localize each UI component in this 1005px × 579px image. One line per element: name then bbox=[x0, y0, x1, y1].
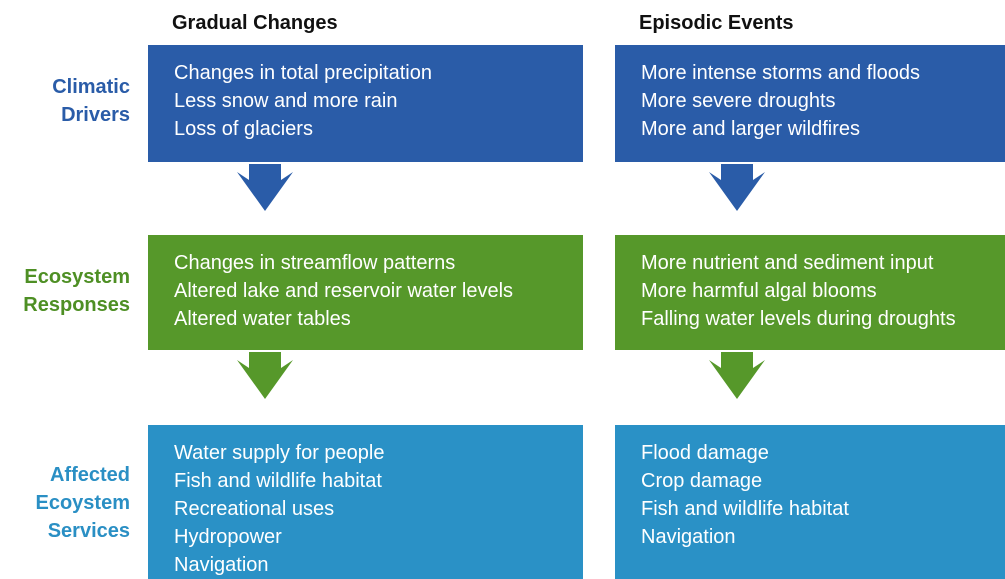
arrow-shape bbox=[709, 352, 765, 399]
row-label: Ecosystem Responses bbox=[23, 263, 130, 319]
box-line: Loss of glaciers bbox=[174, 118, 313, 140]
arrow bbox=[709, 164, 765, 211]
box-line: Hydropower bbox=[174, 526, 282, 548]
box: Flood damage Crop damage Fish and wildlife… bbox=[615, 425, 1005, 579]
box: More intense storms and floods More sever… bbox=[615, 45, 1005, 162]
row-label-line: Drivers bbox=[61, 104, 130, 126]
box-line: More intense storms and floods bbox=[641, 62, 921, 84]
box-line: More harmful algal blooms bbox=[641, 280, 877, 302]
box-line: More severe droughts bbox=[641, 90, 836, 112]
box-line: Changes in streamflow patterns bbox=[174, 252, 456, 274]
box-line: Navigation bbox=[174, 554, 269, 576]
box-line: Falling water levels during droughts bbox=[641, 308, 956, 330]
box: Changes in streamflow patterns Altered la… bbox=[148, 235, 583, 350]
box-line: Water supply for people bbox=[174, 442, 385, 464]
box-line: Crop damage bbox=[641, 470, 763, 492]
row-label-line: Climatic bbox=[52, 76, 130, 98]
row-label-line: Ecosystem bbox=[24, 266, 130, 288]
arrow-shape bbox=[709, 164, 765, 211]
row-label-line: Affected bbox=[49, 464, 130, 486]
box-line: Altered water tables bbox=[174, 308, 351, 330]
box-line: Navigation bbox=[641, 526, 736, 548]
column-header: Gradual Changes bbox=[172, 12, 338, 34]
box-line: Recreational uses bbox=[174, 498, 335, 520]
arrow bbox=[237, 164, 293, 211]
box-line: Fish and wildlife habitat bbox=[174, 470, 382, 492]
row-label: Affected Ecoystem Services bbox=[36, 461, 131, 545]
row-label-line: Services bbox=[47, 520, 130, 542]
box: Changes in total precipitation Less snow … bbox=[148, 45, 583, 162]
box-line: More nutrient and sediment input bbox=[641, 252, 934, 274]
arrow bbox=[709, 352, 765, 399]
row-label: Climatic Drivers bbox=[52, 73, 130, 129]
box-line: Fish and wildlife habitat bbox=[641, 498, 849, 520]
row-label-line: Responses bbox=[23, 294, 130, 316]
box-line: More and larger wildfires bbox=[641, 118, 860, 140]
box: More nutrient and sediment input More har… bbox=[615, 235, 1005, 350]
arrow-shape bbox=[237, 352, 293, 399]
arrow bbox=[237, 352, 293, 399]
column-header: Episodic Events bbox=[639, 12, 794, 34]
box-line: Flood damage bbox=[641, 442, 769, 464]
box: Water supply for people Fish and wildlife… bbox=[148, 425, 583, 579]
arrow-shape bbox=[237, 164, 293, 211]
row-label-line: Ecoystem bbox=[35, 492, 131, 514]
box-line: Changes in total precipitation bbox=[174, 62, 432, 84]
box-line: Altered lake and reservoir water levels bbox=[174, 280, 514, 302]
box-line: Less snow and more rain bbox=[174, 90, 398, 112]
